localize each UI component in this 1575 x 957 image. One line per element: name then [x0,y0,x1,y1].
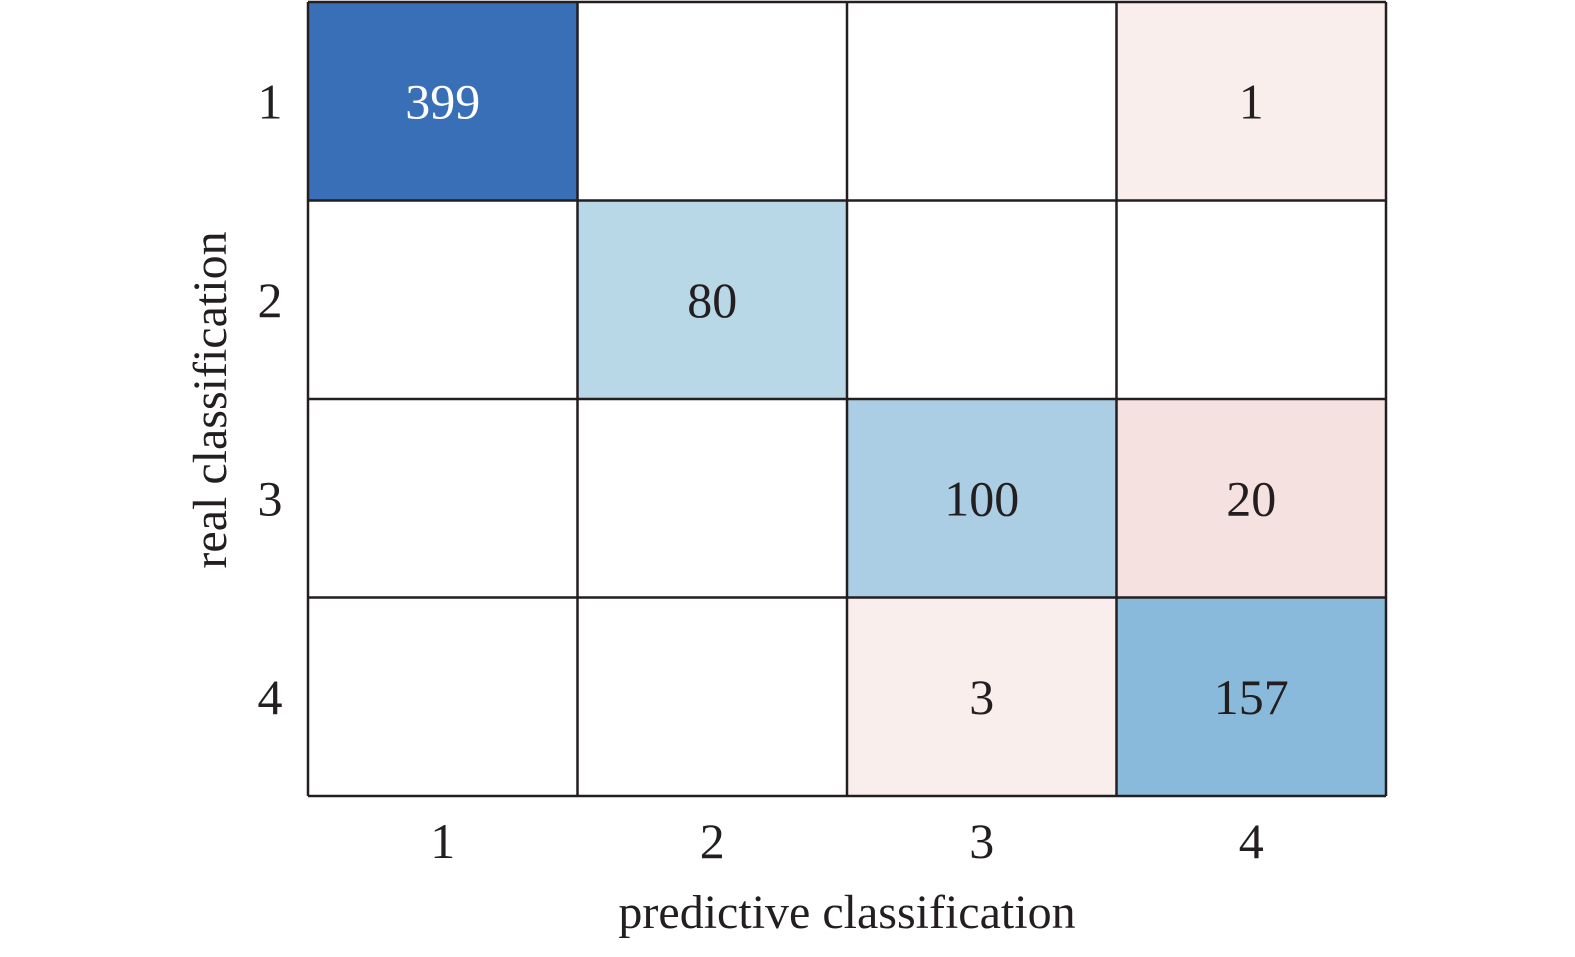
heatmap-cell-r1-c4 [1116,2,1386,201]
heatmap-cell-r2-c2 [577,200,847,399]
cell-value-label: 399 [405,73,480,129]
heatmap-cell-r1-c2 [577,2,847,201]
y-axis-title: real classification [184,231,237,568]
heatmap-cell-r3-c4 [1116,399,1386,598]
cell-value-label: 157 [1214,669,1289,725]
x-tick-label: 4 [1239,813,1264,869]
cell-value-label: 20 [1226,470,1276,526]
heatmap-cell-r4-c1 [308,597,578,796]
y-tick-label: 1 [258,73,283,129]
heatmap-cell-r3-c2 [577,399,847,598]
heatmap-cell-r3-c3 [847,399,1117,598]
cell-value-label: 3 [969,669,994,725]
y-tick-label: 2 [258,272,283,328]
heatmap-cell-r2-c4 [1116,200,1386,399]
heatmap-cell-r1-c3 [847,2,1117,201]
heatmap-cell-r4-c4 [1116,597,1386,796]
heatmap-cell-r4-c2 [577,597,847,796]
x-tick-label: 1 [430,813,455,869]
x-axis-title: predictive classification [618,886,1075,939]
heatmap-cell-r3-c1 [308,399,578,598]
y-tick-label: 3 [258,470,283,526]
cells-layer [308,2,1386,796]
heatmap-cell-r4-c3 [847,597,1117,796]
x-tick-label: 2 [700,813,725,869]
x-tick-label: 3 [969,813,994,869]
cell-value-label: 1 [1239,73,1264,129]
y-tick-label: 4 [258,669,283,725]
heatmap-cell-r2-c3 [847,200,1117,399]
cell-value-label: 100 [944,470,1019,526]
heatmap-cell-r1-c1 [308,2,578,201]
grid-layer [306,0,1388,798]
cell-value-label: 80 [687,272,737,328]
heatmap-cell-r2-c1 [308,200,578,399]
